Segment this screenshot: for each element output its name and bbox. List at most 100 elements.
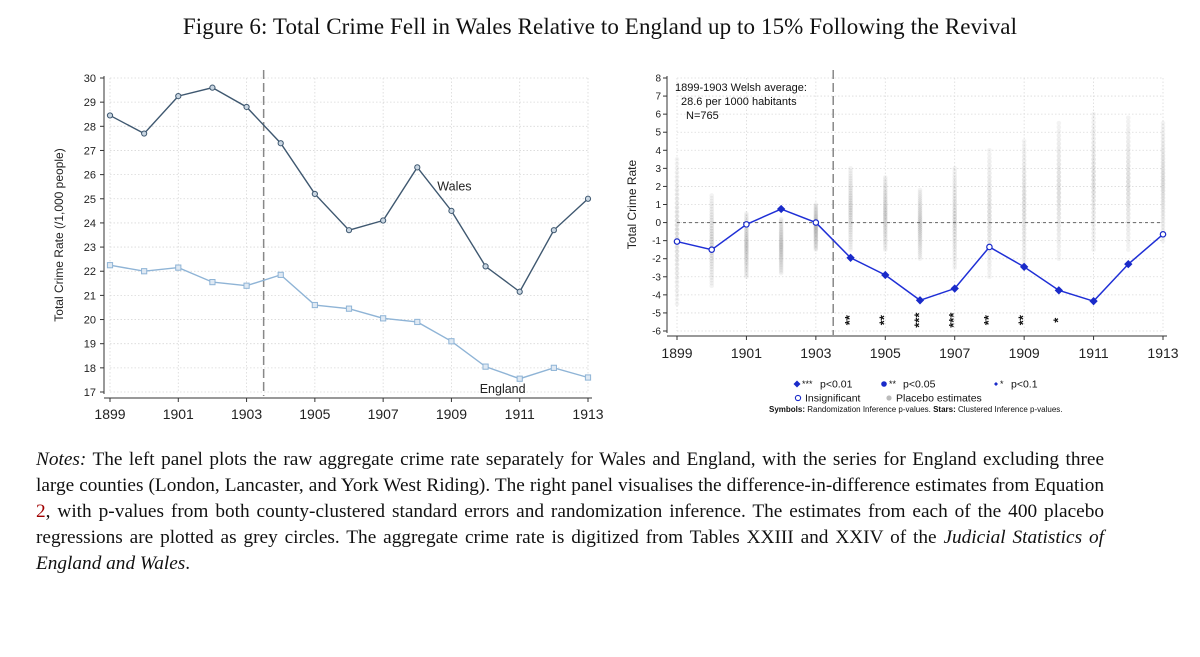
placebo-estimate bbox=[987, 236, 992, 241]
legend-label-p1: p<0.1 bbox=[1011, 379, 1038, 391]
placebo-estimate bbox=[1091, 124, 1096, 129]
placebo-estimate bbox=[882, 221, 888, 226]
placebo-estimate bbox=[1160, 135, 1166, 140]
placebo-estimate bbox=[1091, 222, 1096, 228]
placebo-estimate bbox=[1160, 174, 1166, 179]
placebo-estimate bbox=[813, 210, 819, 216]
placebo-estimate bbox=[1125, 131, 1131, 137]
placebo-estimate bbox=[987, 178, 992, 184]
placebo-estimate bbox=[813, 225, 819, 231]
placebo-estimate bbox=[917, 233, 923, 239]
placebo-estimate bbox=[1125, 243, 1131, 248]
placebo-estimate bbox=[709, 280, 715, 286]
placebo-estimate bbox=[882, 181, 888, 187]
placebo-estimate bbox=[1091, 214, 1096, 220]
y-tick-label: -6 bbox=[652, 327, 661, 338]
placebo-estimate bbox=[952, 259, 958, 265]
placebo-estimate bbox=[1160, 227, 1166, 233]
placebo-estimate bbox=[709, 217, 715, 223]
estimate-point-significant bbox=[950, 284, 959, 293]
equation-ref-link[interactable]: 2 bbox=[36, 501, 46, 522]
y-tick-label: 24 bbox=[84, 218, 96, 230]
placebo-estimate bbox=[1021, 138, 1027, 144]
placebo-estimate bbox=[744, 238, 749, 243]
placebo-estimate bbox=[917, 202, 923, 207]
placebo-estimate bbox=[778, 262, 784, 268]
placebo-estimate bbox=[1056, 252, 1062, 257]
placebo-estimate bbox=[813, 203, 819, 209]
placebo-estimate bbox=[813, 244, 819, 250]
placebo-estimate bbox=[1091, 206, 1096, 211]
placebo-estimate bbox=[917, 246, 923, 251]
placebo-estimate bbox=[1021, 161, 1027, 167]
placebo-estimate bbox=[1091, 226, 1096, 232]
placebo-estimate bbox=[1125, 231, 1131, 236]
placebo-estimate bbox=[1021, 192, 1027, 198]
y-axis-label: Total Crime Rate bbox=[625, 160, 639, 250]
placebo-estimate bbox=[987, 270, 992, 276]
placebo-estimate bbox=[709, 261, 715, 267]
placebo-estimate bbox=[1056, 174, 1062, 179]
legend-footnote-bold1: Symbols: bbox=[769, 405, 805, 414]
placebo-estimate bbox=[1160, 224, 1166, 229]
placebo-estimate bbox=[1125, 155, 1131, 161]
placebo-estimate bbox=[1021, 207, 1027, 213]
placebo-estimate bbox=[813, 228, 819, 233]
placebo-estimate bbox=[1091, 115, 1096, 121]
placebo-estimate bbox=[674, 257, 680, 263]
placebo-estimate bbox=[1125, 135, 1131, 141]
placebo-estimate bbox=[882, 210, 888, 215]
legend-stars-p01: *** bbox=[802, 379, 813, 389]
placebo-estimate bbox=[744, 247, 749, 253]
placebo-estimate bbox=[882, 179, 888, 185]
y-tick-label: 29 bbox=[84, 97, 96, 109]
x-tick-label: 1903 bbox=[231, 406, 262, 422]
placebo-estimate bbox=[709, 215, 715, 220]
annotation-line-2: 28.6 per 1000 habitants bbox=[681, 96, 797, 108]
placebo-estimate bbox=[848, 220, 853, 225]
placebo-estimate bbox=[1125, 179, 1131, 185]
placebo-estimate bbox=[1160, 213, 1166, 219]
placebo-estimate bbox=[987, 255, 992, 260]
placebo-estimate bbox=[882, 183, 888, 189]
placebo-estimate bbox=[744, 241, 749, 247]
placebo-estimate bbox=[674, 297, 680, 302]
placebo-estimate bbox=[952, 226, 958, 231]
placebo-estimate bbox=[1056, 145, 1062, 151]
placebo-estimate bbox=[917, 252, 923, 257]
y-tick-label: 8 bbox=[655, 74, 661, 85]
placebo-estimate bbox=[917, 237, 923, 243]
placebo-estimate bbox=[674, 266, 680, 272]
placebo-estimate bbox=[952, 247, 958, 252]
placebo-estimate bbox=[1160, 138, 1166, 144]
placebo-estimate bbox=[1091, 239, 1096, 244]
y-tick-label: 17 bbox=[84, 387, 96, 399]
annotation-line-3: N=765 bbox=[686, 110, 719, 122]
placebo-estimate bbox=[952, 235, 958, 240]
placebo-estimate bbox=[952, 202, 958, 207]
placebo-estimate bbox=[744, 262, 749, 268]
placebo-estimate bbox=[917, 225, 923, 230]
placebo-estimate bbox=[1125, 115, 1131, 121]
placebo-estimate bbox=[917, 187, 923, 193]
placebo-estimate bbox=[1160, 220, 1166, 226]
placebo-estimate bbox=[1021, 169, 1027, 175]
placebo-estimate bbox=[1021, 230, 1027, 236]
placebo-estimate bbox=[778, 224, 784, 230]
placebo-estimate bbox=[1160, 170, 1166, 176]
placebo-estimate bbox=[952, 250, 958, 255]
placebo-estimate bbox=[1056, 211, 1062, 216]
placebo-estimate bbox=[987, 262, 992, 268]
placebo-estimate bbox=[709, 234, 715, 239]
placebo-estimate bbox=[1091, 161, 1096, 166]
placebo-estimate bbox=[744, 255, 749, 260]
placebo-estimate bbox=[709, 206, 715, 212]
placebo-estimate bbox=[1021, 242, 1027, 248]
y-tick-label: -3 bbox=[652, 272, 661, 283]
placebo-estimate bbox=[1091, 185, 1096, 191]
placebo-estimate bbox=[952, 211, 958, 216]
placebo-estimate bbox=[778, 231, 784, 237]
placebo-estimate bbox=[813, 214, 819, 220]
placebo-estimate bbox=[917, 200, 923, 205]
placebo-estimate bbox=[744, 274, 749, 280]
